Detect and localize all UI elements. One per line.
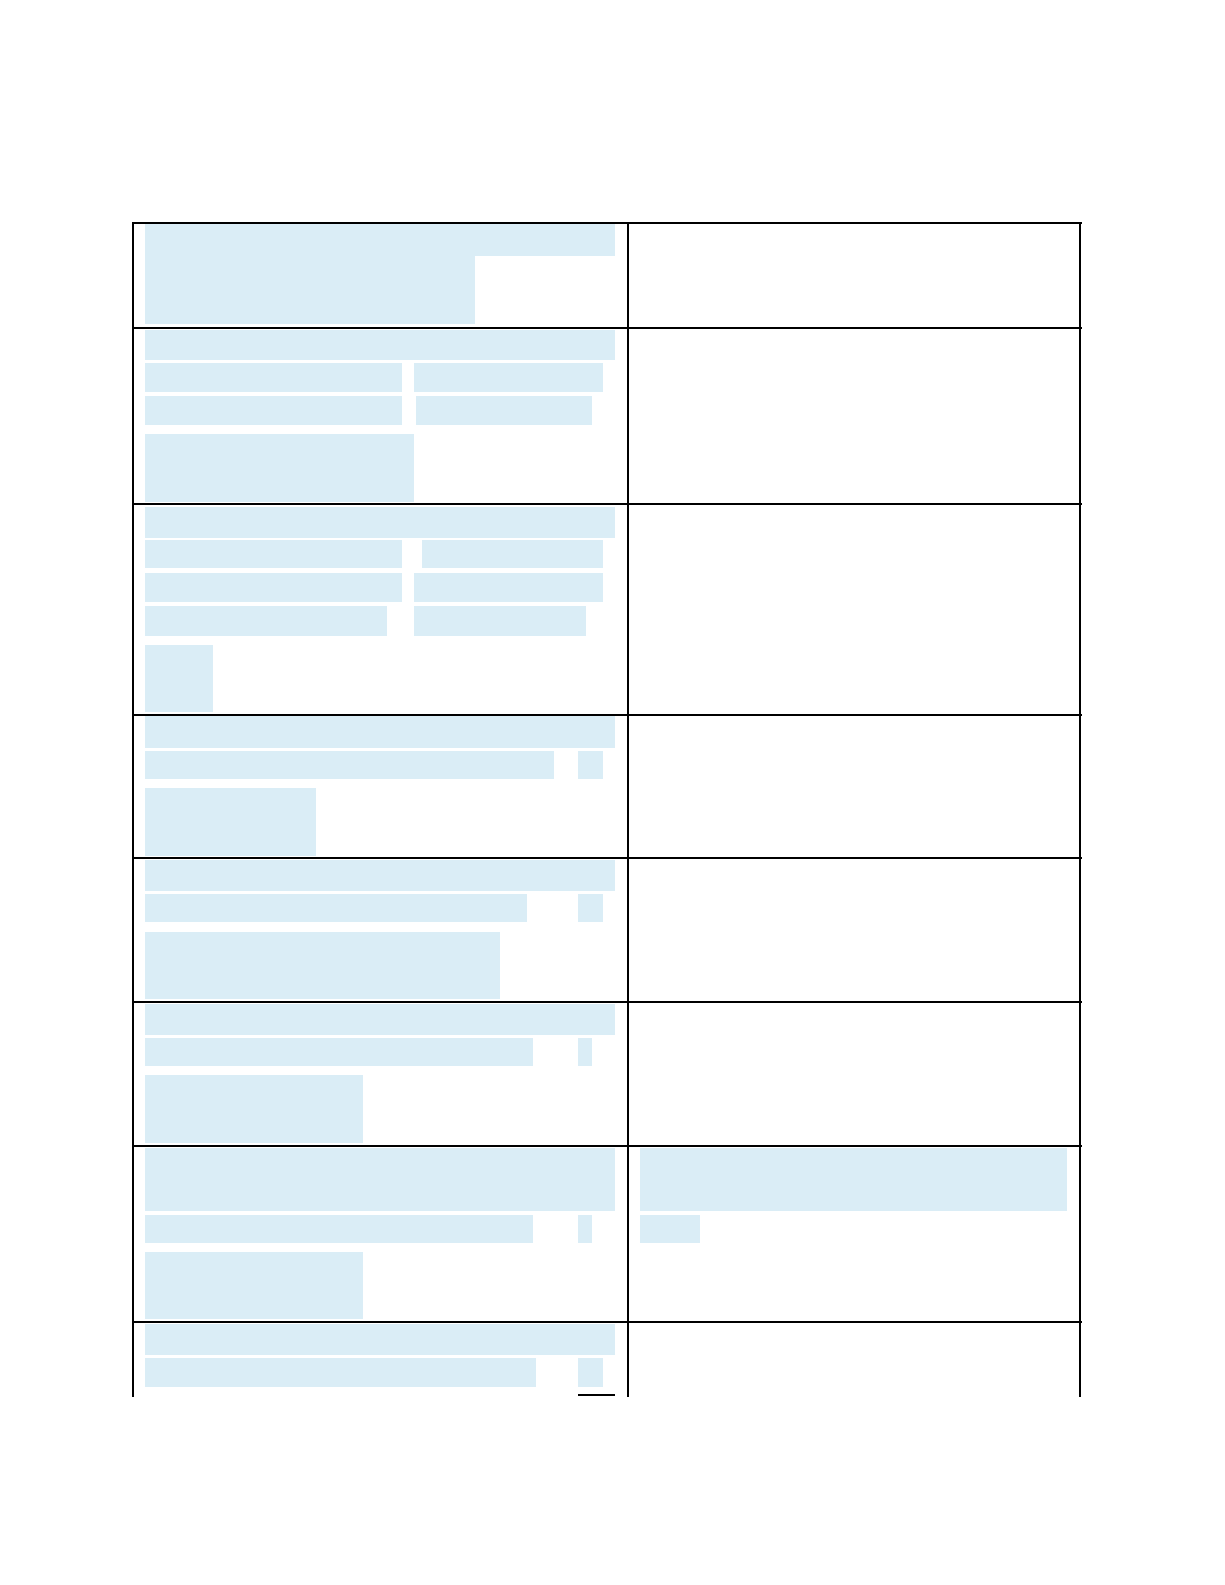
column-divider [627, 222, 629, 1397]
form-field-input[interactable] [145, 330, 615, 360]
form-field-input[interactable] [145, 396, 402, 425]
form-field-input[interactable] [145, 1215, 533, 1243]
row-divider [132, 503, 1082, 505]
form-field-input[interactable] [145, 1075, 363, 1143]
form-field-input[interactable] [145, 507, 615, 538]
table-left-border [132, 222, 134, 1397]
form-field-input[interactable] [640, 1148, 1067, 1211]
form-field-input[interactable] [578, 751, 603, 779]
form-field-input[interactable] [145, 788, 316, 856]
form-field-input[interactable] [145, 932, 500, 999]
form-field-input[interactable] [145, 434, 414, 502]
form-field-input[interactable] [578, 1038, 592, 1066]
form-field-input[interactable] [145, 1358, 536, 1387]
form-field-input[interactable] [416, 396, 592, 425]
form-field-input[interactable] [578, 894, 603, 922]
form-field-input[interactable] [145, 645, 213, 712]
row-divider [132, 1321, 1082, 1323]
table-top-border [132, 222, 1082, 224]
row-divider [132, 714, 1082, 716]
form-field-input[interactable] [145, 1324, 615, 1355]
form-field-input[interactable] [578, 1358, 603, 1387]
form-field-input[interactable] [145, 256, 475, 324]
form-field-input[interactable] [578, 1215, 592, 1243]
row-divider [132, 327, 1082, 329]
form-field-input[interactable] [145, 1148, 615, 1211]
form-field-input[interactable] [145, 1004, 615, 1035]
form-field-input[interactable] [422, 540, 603, 568]
form-field-input[interactable] [640, 1215, 700, 1243]
form-field-input[interactable] [145, 606, 387, 636]
form-field-input[interactable] [414, 363, 603, 392]
table-right-border [1079, 222, 1081, 1397]
form-field-input[interactable] [145, 224, 615, 256]
form-field-input[interactable] [414, 573, 603, 602]
row-divider [132, 857, 1082, 859]
form-field-input[interactable] [145, 894, 527, 922]
form-field-input[interactable] [145, 1038, 533, 1066]
form-field-input[interactable] [414, 606, 586, 636]
form-field-input[interactable] [145, 540, 402, 568]
row-divider [132, 1001, 1082, 1003]
row-divider [132, 1145, 1082, 1147]
underline [578, 1394, 615, 1396]
form-field-input[interactable] [145, 363, 402, 392]
form-field-input[interactable] [145, 716, 615, 748]
form-field-input[interactable] [145, 573, 402, 602]
form-field-input[interactable] [145, 1252, 363, 1319]
form-field-input[interactable] [145, 751, 554, 779]
form-field-input[interactable] [145, 860, 615, 891]
